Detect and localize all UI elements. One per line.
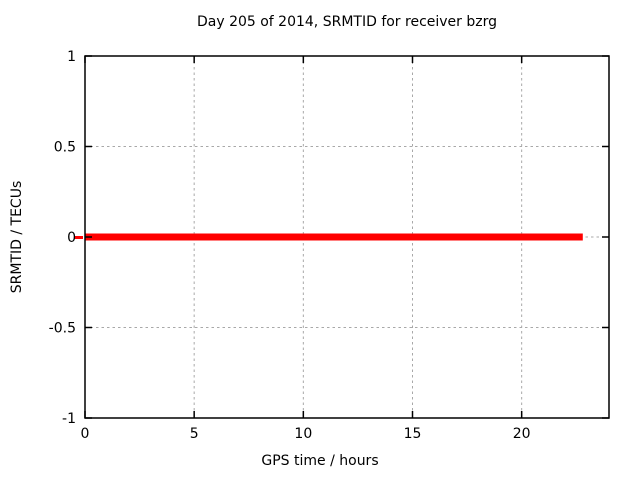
x-tick-label: 5 <box>190 426 199 442</box>
x-tick-label: 20 <box>513 426 531 442</box>
y-tick-label: 1 <box>67 49 76 65</box>
y-tick-label: -0.5 <box>49 321 76 337</box>
x-axis-label: GPS time / hours <box>261 453 379 469</box>
x-tick-label: 0 <box>81 426 90 442</box>
x-tick-label: 15 <box>404 426 422 442</box>
x-tick-label: 10 <box>294 426 312 442</box>
chart-title: Day 205 of 2014, SRMTID for receiver bzr… <box>196 14 498 30</box>
y-tick-label: -1 <box>62 411 76 427</box>
y-tick-label: 0.5 <box>54 140 76 156</box>
y-tick-label: 0 <box>67 230 76 246</box>
